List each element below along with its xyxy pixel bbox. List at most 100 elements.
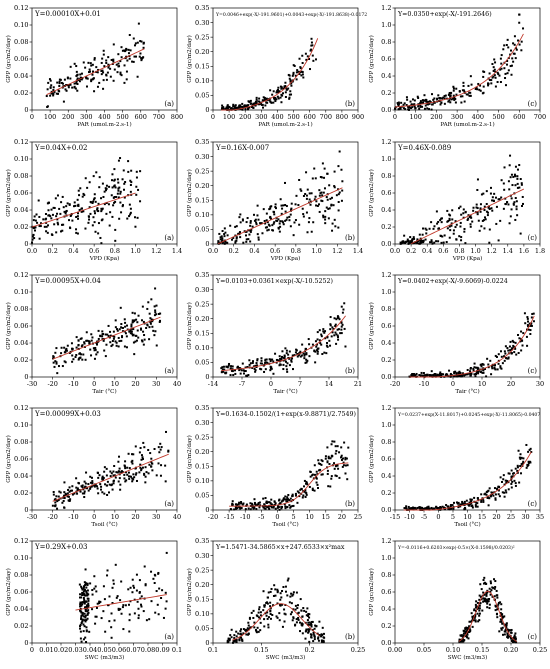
data-point xyxy=(262,106,265,109)
data-point xyxy=(258,501,261,504)
data-point xyxy=(32,219,35,222)
data-point xyxy=(260,362,263,365)
x-tick-label: -15 xyxy=(390,513,400,521)
data-point xyxy=(84,485,87,488)
data-point xyxy=(319,192,322,195)
data-point xyxy=(91,73,94,76)
data-point xyxy=(298,223,301,226)
data-point xyxy=(234,104,237,107)
data-point xyxy=(448,92,451,95)
data-point xyxy=(77,339,80,342)
data-point xyxy=(123,465,126,468)
data-point xyxy=(282,204,285,207)
data-point xyxy=(506,357,509,360)
data-point xyxy=(520,183,523,186)
data-point xyxy=(286,370,289,373)
data-point xyxy=(86,604,89,607)
data-point xyxy=(276,616,279,619)
data-point xyxy=(494,76,497,79)
data-point xyxy=(300,74,303,77)
x-tick-label: 10 xyxy=(463,513,471,521)
data-point xyxy=(269,369,272,372)
data-point xyxy=(83,598,86,601)
data-point xyxy=(223,227,226,230)
data-point xyxy=(527,463,530,466)
data-point xyxy=(280,204,283,207)
data-point xyxy=(84,620,87,623)
data-point xyxy=(274,207,277,210)
data-point xyxy=(458,371,461,374)
data-point xyxy=(301,61,304,64)
data-point xyxy=(488,598,491,601)
data-point xyxy=(513,479,516,482)
data-point xyxy=(109,475,112,478)
data-point xyxy=(273,98,276,101)
data-point xyxy=(299,350,302,353)
data-point xyxy=(290,202,293,205)
data-point xyxy=(513,35,516,38)
data-point xyxy=(262,96,265,99)
data-point xyxy=(478,619,481,622)
fit-equation: Y=0.0402+exp(-X/-9.6069)-0.0224 xyxy=(397,278,508,285)
data-point xyxy=(255,504,258,507)
data-point xyxy=(121,205,124,208)
data-point xyxy=(289,90,292,93)
data-point xyxy=(497,601,500,604)
data-point xyxy=(300,609,303,612)
data-point xyxy=(96,208,99,211)
data-point xyxy=(254,104,257,107)
data-point xyxy=(331,440,334,443)
y-tick-label: 0.05 xyxy=(195,492,209,500)
data-point xyxy=(257,236,260,239)
data-point xyxy=(124,321,127,324)
data-point xyxy=(508,629,511,632)
data-point xyxy=(340,332,343,335)
x-tick-label: 35 xyxy=(536,513,544,521)
data-point xyxy=(270,498,273,501)
data-point xyxy=(301,54,304,57)
data-point xyxy=(253,501,256,504)
data-point xyxy=(238,639,241,642)
data-point xyxy=(79,490,82,493)
fit-line xyxy=(46,48,145,96)
data-point xyxy=(412,375,415,378)
data-point xyxy=(266,501,269,504)
data-point xyxy=(265,212,268,215)
data-point xyxy=(526,320,529,323)
data-point xyxy=(289,505,292,508)
data-point xyxy=(84,610,87,613)
data-point xyxy=(298,178,301,181)
data-point xyxy=(130,330,133,333)
data-point xyxy=(159,312,162,315)
data-point xyxy=(97,68,100,71)
panel-label: (b) xyxy=(345,100,355,108)
y-tick-label: 0.30 xyxy=(195,552,209,560)
x-axis-label: PAR (umol.m-2.s-1) xyxy=(77,121,131,128)
data-point xyxy=(472,367,475,370)
data-point xyxy=(31,241,34,244)
y-tick-label: 0.10 xyxy=(195,211,209,219)
data-point xyxy=(304,637,307,640)
data-point xyxy=(279,198,282,201)
data-point xyxy=(512,639,515,642)
x-tick-label: 0.4 xyxy=(249,247,259,255)
data-point xyxy=(132,333,135,336)
data-point xyxy=(138,591,141,594)
data-point xyxy=(70,342,73,345)
data-point xyxy=(224,240,227,243)
data-point xyxy=(106,480,109,483)
data-point xyxy=(108,483,111,486)
data-point xyxy=(222,365,225,368)
data-point xyxy=(520,40,523,43)
data-point xyxy=(269,89,272,92)
data-point xyxy=(405,240,408,243)
data-point xyxy=(499,618,502,621)
data-point xyxy=(482,369,485,372)
data-point xyxy=(302,352,305,355)
y-tick-label: 0.12 xyxy=(14,537,28,545)
data-point xyxy=(269,216,272,219)
x-tick-label: 0 xyxy=(92,380,96,388)
data-point xyxy=(340,454,343,457)
x-tick-label: -30 xyxy=(27,513,37,521)
data-point xyxy=(494,609,497,612)
